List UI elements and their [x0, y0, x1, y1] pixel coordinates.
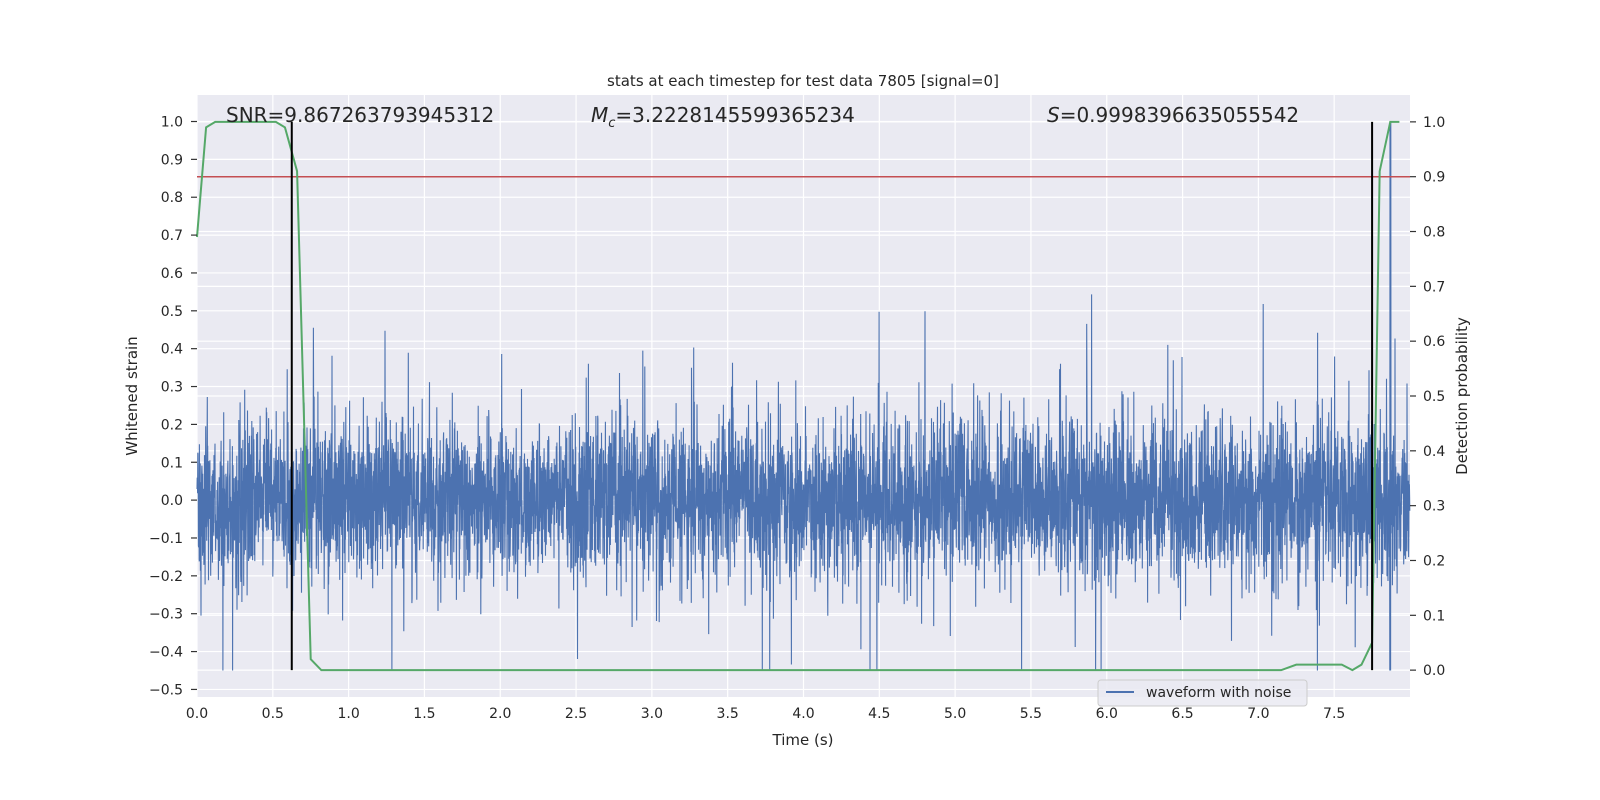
- mc-symbol: M: [591, 103, 608, 127]
- x-tick-label: 3.5: [717, 706, 739, 722]
- x-tick-label: 5.5: [1020, 706, 1042, 722]
- x-tick-label: 0.0: [186, 706, 208, 722]
- legend-label-waveform: waveform with noise: [1146, 685, 1291, 701]
- y-tick-label: 0.8: [161, 190, 183, 206]
- waveform-line: [196, 121, 1411, 671]
- x-tick-label: 3.0: [641, 706, 663, 722]
- x-axis-label: Time (s): [772, 731, 834, 749]
- y-tick-label: 0.2: [161, 417, 183, 433]
- x-tick-label: 1.0: [337, 706, 359, 722]
- x-tick-label: 7.0: [1247, 706, 1269, 722]
- mc-subscript: c: [608, 116, 615, 131]
- x-tick-label: 6.5: [1171, 706, 1193, 722]
- y-tick-label: −0.3: [149, 607, 183, 623]
- s-symbol: S: [1047, 103, 1060, 127]
- y-right-tick-label: 1.0: [1423, 115, 1445, 131]
- chart-title: stats at each timestep for test data 780…: [607, 72, 999, 90]
- y-right-tick-label: 0.6: [1423, 334, 1445, 350]
- mc-value: =3.2228145599365234: [615, 103, 854, 127]
- x-tick-label: 6.0: [1096, 706, 1118, 722]
- legend: waveform with noise: [1097, 679, 1308, 707]
- s-value: =0.9998396635055542: [1060, 103, 1299, 127]
- waveform-series: [196, 121, 1411, 671]
- y-tick-label: 1.0: [161, 115, 183, 131]
- y-right-tick-label: 0.7: [1423, 279, 1445, 295]
- y-tick-label: 0.7: [161, 228, 183, 244]
- x-tick-label: 0.5: [262, 706, 284, 722]
- x-tick-label: 2.0: [489, 706, 511, 722]
- y-tick-label: 0.5: [161, 304, 183, 320]
- y-right-tick-label: 0.2: [1423, 553, 1445, 569]
- y-tick-label: 0.6: [161, 266, 183, 282]
- snr-annotation: SNR=9.867263793945312: [226, 103, 494, 127]
- mc-annotation: Mc=3.2228145599365234: [591, 103, 855, 131]
- detection-probability-line: [196, 120, 1400, 672]
- y-tick-label: 0.1: [161, 455, 183, 471]
- y-right-tick-label: 0.4: [1423, 444, 1445, 460]
- y-tick-label: −0.2: [149, 569, 183, 585]
- s-annotation: S=0.9998396635055542: [1047, 103, 1299, 127]
- y-tick-label: 0.0: [161, 493, 183, 509]
- y-tick-label: 0.3: [161, 380, 183, 396]
- y-axis-right-label: Detection probability: [1453, 317, 1471, 475]
- x-tick-label: 2.5: [565, 706, 587, 722]
- x-tick-label: 4.0: [792, 706, 814, 722]
- x-tick-label: 5.0: [944, 706, 966, 722]
- y-right-tick-label: 0.1: [1423, 608, 1445, 624]
- y-right-tick-label: 0.8: [1423, 225, 1445, 241]
- y-tick-label: −0.4: [149, 645, 183, 661]
- y-right-tick-label: 0.9: [1423, 170, 1445, 186]
- y-tick-label: −0.1: [149, 531, 183, 547]
- y-tick-label: 0.4: [161, 342, 183, 358]
- legend-box: [1097, 679, 1308, 707]
- overlay-marks: [196, 120, 1410, 672]
- ticks: 0.0 0.5 1.0 1.5 2.0 2.5 3.0 3.5 4.0 4.5 5.0 5.5 6.0 6…: [149, 115, 1445, 722]
- x-tick-label: 4.5: [868, 706, 890, 722]
- x-tick-label: 7.5: [1323, 706, 1345, 722]
- y-right-tick-label: 0.0: [1423, 663, 1445, 679]
- y-tick-label: 0.9: [161, 152, 183, 168]
- x-tick-label: 1.5: [413, 706, 435, 722]
- y-tick-label: −0.5: [149, 682, 183, 698]
- y-right-tick-label: 0.5: [1423, 389, 1445, 405]
- y-axis-label: Whitened strain: [123, 336, 141, 455]
- y-right-tick-label: 0.3: [1423, 499, 1445, 515]
